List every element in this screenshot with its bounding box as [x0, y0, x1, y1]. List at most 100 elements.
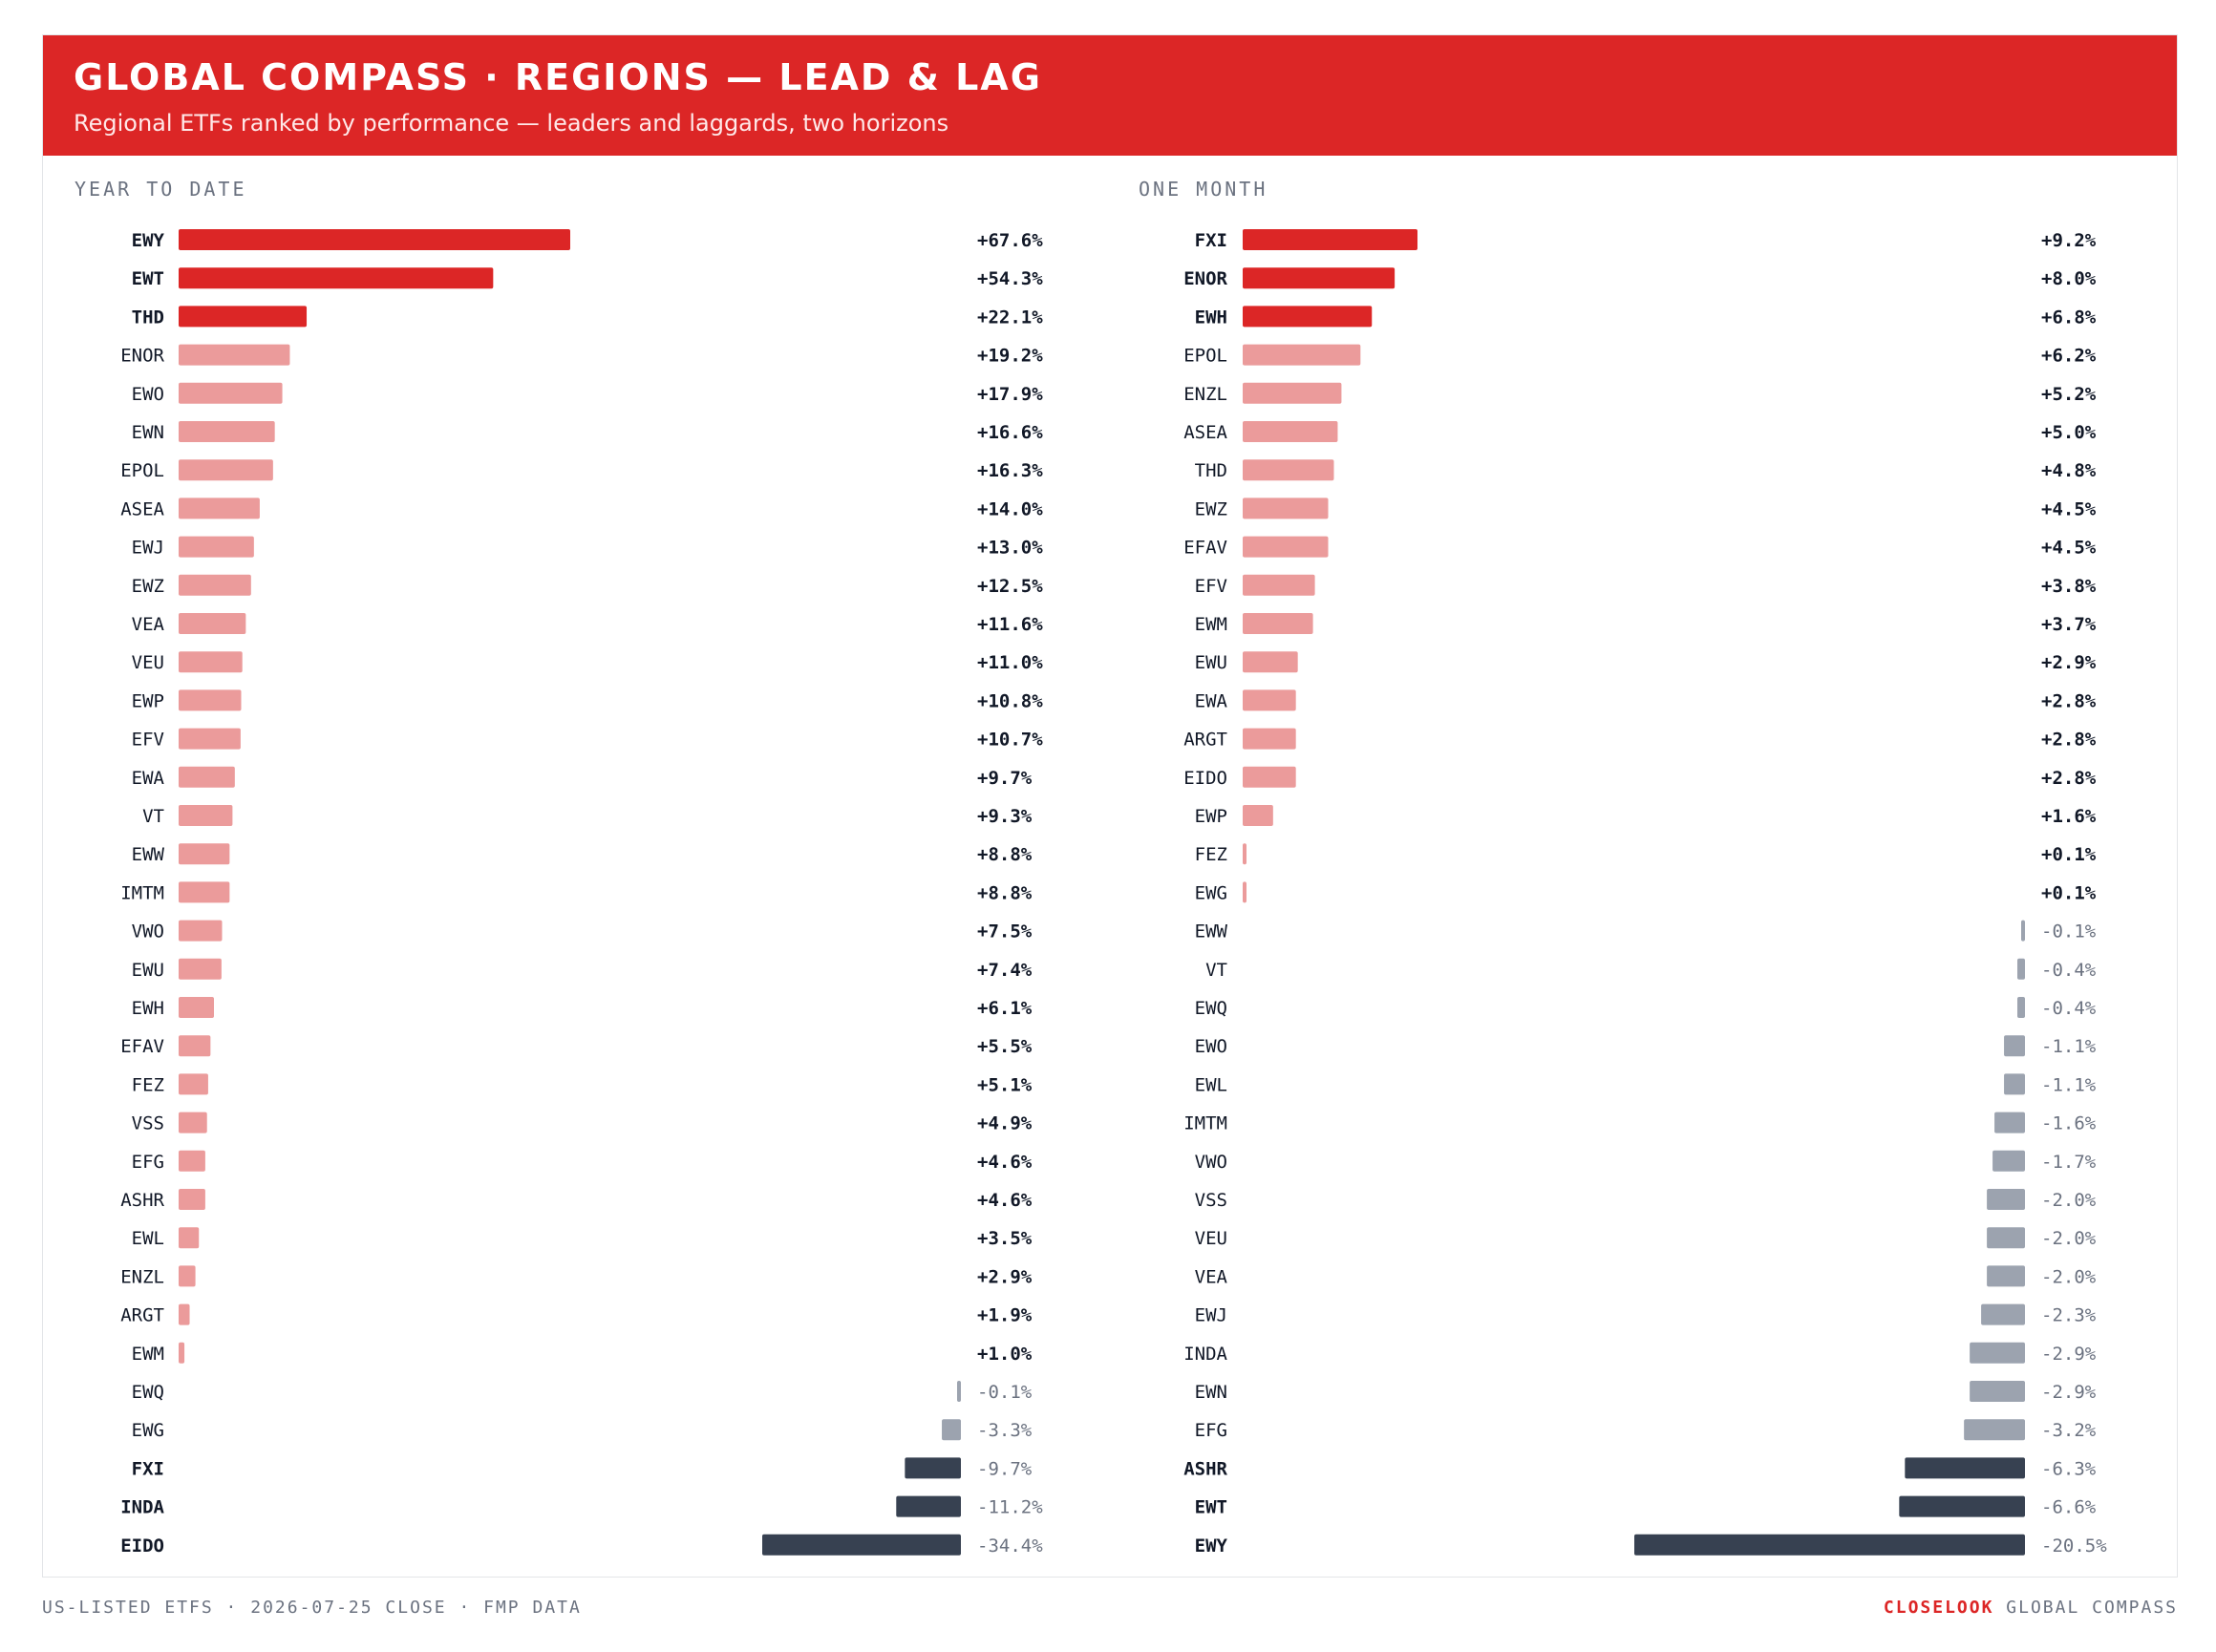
- category-label: ASHR: [120, 1190, 164, 1211]
- category-label: EFG: [132, 1152, 164, 1173]
- bar: [179, 1112, 207, 1133]
- bar: [1992, 1150, 2025, 1172]
- bar: [896, 1495, 961, 1517]
- bar: [2017, 958, 2025, 980]
- chart-card: GLOBAL COMPASS · REGIONS — LEAD & LAG Re…: [42, 34, 2178, 1578]
- category-label: EWG: [132, 1420, 164, 1441]
- category-label: EWJ: [132, 538, 164, 559]
- value-label: +5.1%: [977, 1074, 1033, 1095]
- category-label: ENZL: [1183, 384, 1227, 405]
- value-label: +4.9%: [977, 1113, 1033, 1134]
- category-label: ENOR: [1183, 268, 1227, 289]
- page-subtitle: Regional ETFs ranked by performance — le…: [74, 110, 949, 137]
- bar: [179, 267, 494, 289]
- category-label: EIDO: [1183, 768, 1227, 789]
- value-label: -2.9%: [2041, 1382, 2097, 1403]
- category-label: FEZ: [1195, 844, 1227, 865]
- category-label: EFV: [132, 730, 164, 751]
- category-label: EWM: [1195, 614, 1227, 635]
- bar: [179, 382, 283, 404]
- value-label: +6.8%: [2041, 307, 2097, 328]
- value-label: +2.8%: [2041, 690, 2097, 711]
- value-label: -1.1%: [2041, 1074, 2097, 1095]
- category-label: EFAV: [120, 1036, 164, 1057]
- category-label: EWA: [132, 768, 165, 789]
- bar: [179, 459, 273, 481]
- category-label: VEA: [1195, 1266, 1228, 1287]
- value-label: +16.3%: [977, 460, 1043, 481]
- value-label: +11.0%: [977, 652, 1043, 673]
- category-label: ENZL: [120, 1266, 164, 1287]
- bar: [179, 1265, 196, 1287]
- value-label: +2.9%: [2041, 652, 2097, 673]
- category-label: FEZ: [132, 1074, 164, 1095]
- category-label: EWO: [132, 384, 164, 405]
- category-label: EWU: [1195, 652, 1227, 673]
- value-label: -1.1%: [2041, 1036, 2097, 1057]
- bar: [179, 536, 254, 558]
- value-label: -2.3%: [2041, 1305, 2097, 1326]
- value-label: +14.0%: [977, 498, 1043, 519]
- value-label: -6.6%: [2041, 1497, 2097, 1518]
- category-label: EWM: [132, 1344, 164, 1365]
- bar: [1987, 1227, 2025, 1249]
- value-label: +3.5%: [977, 1228, 1033, 1249]
- category-label: EWL: [1195, 1074, 1227, 1095]
- bar: [179, 613, 246, 634]
- bar: [179, 1342, 185, 1364]
- category-label: EWY: [1195, 1536, 1228, 1557]
- bar: [1243, 805, 1273, 826]
- bar: [179, 805, 233, 826]
- category-label: FXI: [1195, 230, 1227, 251]
- category-label: VEU: [132, 652, 164, 673]
- value-label: +7.4%: [977, 960, 1033, 981]
- bar: [1243, 574, 1315, 596]
- value-label: +5.0%: [2041, 422, 2097, 443]
- value-label: +9.2%: [2041, 230, 2097, 251]
- value-label: +22.1%: [977, 307, 1043, 328]
- bar: [179, 881, 230, 903]
- bar: [179, 920, 223, 942]
- category-label: EWH: [1195, 307, 1227, 328]
- category-label: EWW: [132, 844, 165, 865]
- bar: [1243, 229, 1417, 250]
- value-label: -0.4%: [2041, 998, 2097, 1019]
- category-label: EPOL: [120, 460, 164, 481]
- category-label: EWT: [1195, 1497, 1227, 1518]
- value-label: +16.6%: [977, 422, 1043, 443]
- bar: [1243, 766, 1296, 788]
- category-label: EWQ: [1195, 998, 1227, 1019]
- bar: [1243, 459, 1334, 481]
- category-label: EWJ: [1195, 1305, 1227, 1326]
- value-label: +19.2%: [977, 346, 1043, 367]
- category-label: EWT: [132, 268, 164, 289]
- value-label: -1.7%: [2041, 1152, 2097, 1173]
- category-label: ARGT: [1183, 730, 1227, 751]
- value-label: +1.6%: [2041, 806, 2097, 827]
- value-label: +8.0%: [2041, 268, 2097, 289]
- value-label: -1.6%: [2041, 1113, 2097, 1134]
- bar: [2021, 920, 2025, 942]
- value-label: +9.7%: [977, 768, 1033, 789]
- bar: [1970, 1381, 2025, 1402]
- category-label: INDA: [120, 1497, 164, 1518]
- bar: [179, 498, 260, 519]
- bar: [179, 306, 308, 328]
- category-label: EWY: [132, 230, 165, 251]
- value-label: +2.8%: [2041, 730, 2097, 751]
- bar: [179, 421, 275, 442]
- bar: [762, 1534, 961, 1556]
- category-label: EWW: [1195, 921, 1228, 942]
- value-label: +3.7%: [2041, 614, 2097, 635]
- value-label: -20.5%: [2041, 1536, 2107, 1557]
- value-label: +1.9%: [977, 1305, 1033, 1326]
- bar: [179, 958, 222, 980]
- category-label: EWU: [132, 960, 164, 981]
- bar: [1243, 881, 1246, 903]
- value-label: +4.5%: [2041, 538, 2097, 559]
- bar: [1243, 651, 1298, 673]
- value-label: +0.1%: [2041, 844, 2097, 865]
- category-label: EFAV: [1183, 538, 1227, 559]
- bar: [179, 344, 290, 366]
- category-label: EWP: [1195, 806, 1227, 827]
